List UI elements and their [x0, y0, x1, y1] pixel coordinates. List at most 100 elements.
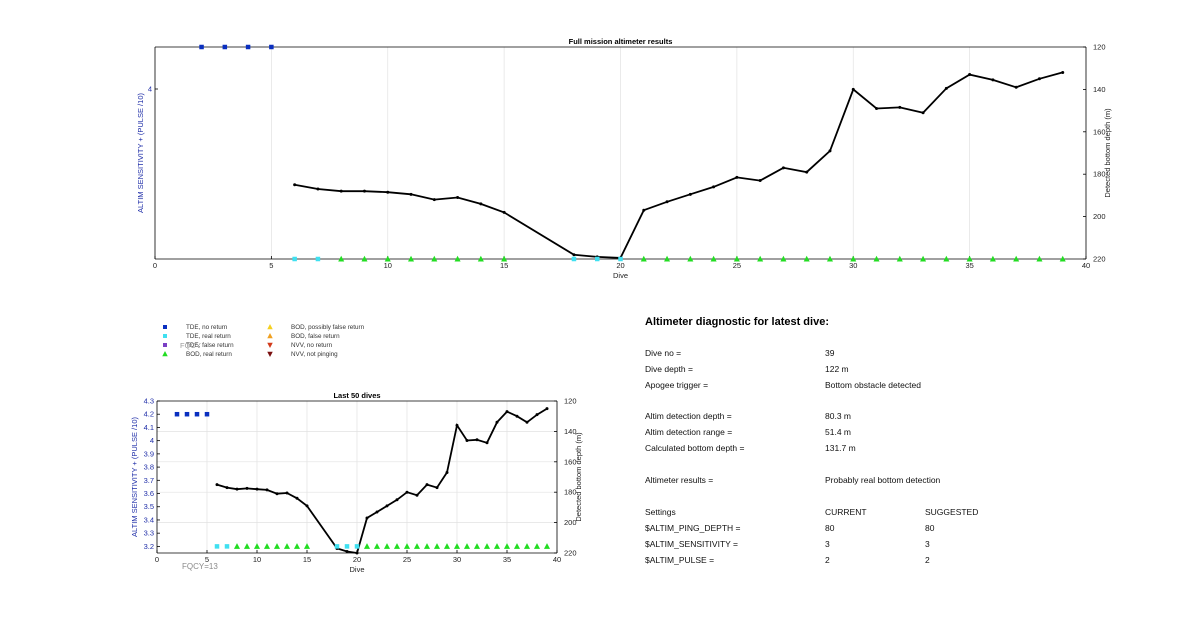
marker-triangle	[477, 255, 484, 262]
depth-point	[435, 486, 439, 490]
legend-fqcy-overlay: FQCY	[180, 341, 201, 350]
y-left-axis-label: ALTIM SENSITIVITY + (PULSE /10)	[130, 417, 139, 537]
marker-triangle	[373, 543, 381, 549]
depth-point	[475, 438, 479, 442]
legend-marker-square	[163, 325, 167, 329]
marker-triangle	[483, 543, 491, 549]
legend-marker-triangle-down	[267, 351, 273, 357]
depth-point	[245, 486, 249, 490]
x-tick-label: 10	[253, 555, 261, 564]
marker-square	[344, 544, 350, 549]
marker-triangle	[533, 543, 541, 549]
calculated-bottom-value: 131.7 m	[825, 443, 856, 453]
marker-triangle	[1059, 255, 1066, 262]
depth-point	[758, 179, 762, 183]
marker-triangle	[338, 255, 345, 262]
legend-item-label: TDE, real return	[186, 333, 231, 340]
marker-triangle	[363, 543, 371, 549]
marker-triangle	[443, 543, 451, 549]
marker-triangle	[454, 255, 461, 262]
marker-triangle	[393, 543, 401, 549]
legend-item-label: BOD, possibly false return	[291, 324, 365, 331]
depth-point	[255, 487, 259, 491]
detection-depth-label: Altim detection depth =	[645, 411, 732, 421]
depth-point	[456, 196, 460, 200]
marker-square	[354, 544, 360, 549]
y-right-tick-label: 200	[1093, 212, 1106, 221]
marker-triangle	[640, 255, 647, 262]
depth-point	[505, 410, 509, 414]
marker-square	[214, 544, 220, 549]
depth-series-line	[294, 71, 1063, 259]
x-tick-label: 20	[353, 555, 361, 564]
apogee-trigger-value: Bottom obstacle detected	[825, 380, 921, 390]
marker-triangle	[757, 255, 764, 262]
depth-point	[485, 441, 489, 445]
depth-point	[572, 253, 576, 257]
depth-point	[339, 189, 343, 193]
depth-point	[425, 483, 429, 487]
marker-triangle	[966, 255, 973, 262]
settings-header: Settings	[645, 507, 676, 517]
y-left-tick-label: 3.4	[144, 515, 154, 524]
depth-point	[991, 78, 995, 82]
depth-point	[235, 487, 239, 491]
marker-triangle	[920, 255, 927, 262]
marker-triangle	[1013, 255, 1020, 262]
x-tick-label: 10	[384, 261, 392, 270]
y-left-axis-label: ALTIM SENSITIVITY + (PULSE /10)	[136, 93, 145, 213]
x-tick-label: 40	[553, 555, 561, 564]
depth-point	[944, 86, 948, 90]
marker-triangle	[733, 255, 740, 262]
marker-triangle	[780, 255, 787, 262]
depth-point	[495, 420, 499, 424]
depth-point	[851, 87, 855, 91]
setting-suggested: 3	[925, 539, 930, 549]
depth-point	[305, 504, 309, 508]
marker-square	[618, 256, 623, 262]
depth-point	[295, 496, 299, 500]
marker-triangle	[361, 255, 368, 262]
altimeter-results-label: Altimeter results =	[645, 475, 714, 485]
x-tick-label: 30	[849, 261, 857, 270]
marker-triangle	[463, 543, 471, 549]
marker-triangle	[243, 543, 251, 549]
setting-current: 3	[825, 539, 830, 549]
legend-marker-square	[163, 334, 167, 338]
marker-triangle	[473, 543, 481, 549]
depth-point	[225, 486, 229, 490]
marker-triangle	[501, 255, 508, 262]
setting-name: $ALTIM_PULSE =	[645, 555, 715, 565]
marker-triangle	[303, 543, 311, 549]
marker-triangle	[943, 255, 950, 262]
legend-marker-triangle-up	[267, 324, 273, 330]
marker-triangle	[493, 543, 501, 549]
marker-triangle	[233, 543, 241, 549]
legend-item-label: TDE, false return	[186, 342, 234, 349]
legend-marker-square	[163, 343, 167, 347]
suggested-header: SUGGESTED	[925, 507, 979, 517]
x-tick-label: 25	[733, 261, 741, 270]
depth-point	[1014, 85, 1018, 89]
y-right-tick-label: 160	[564, 457, 577, 466]
legend-item-label: NVV, no return	[291, 342, 333, 349]
depth-point	[265, 488, 269, 492]
marker-triangle	[431, 255, 438, 262]
marker-triangle	[413, 543, 421, 549]
depth-point	[345, 549, 349, 553]
y-left-tick-label: 3.3	[144, 529, 154, 538]
marker-triangle	[423, 543, 431, 549]
depth-point	[525, 420, 529, 424]
marker-square	[222, 44, 228, 50]
setting-name: $ALTIM_PING_DEPTH =	[645, 523, 741, 533]
depth-point	[921, 111, 925, 115]
setting-current: 2	[825, 555, 830, 565]
x-tick-label: 20	[616, 261, 624, 270]
legend-marker-triangle-up	[162, 351, 168, 357]
y-left-tick-label: 4.3	[144, 397, 154, 406]
x-tick-label: 35	[503, 555, 511, 564]
marker-triangle	[503, 543, 511, 549]
depth-point	[1061, 70, 1065, 74]
marker-square	[199, 44, 204, 50]
